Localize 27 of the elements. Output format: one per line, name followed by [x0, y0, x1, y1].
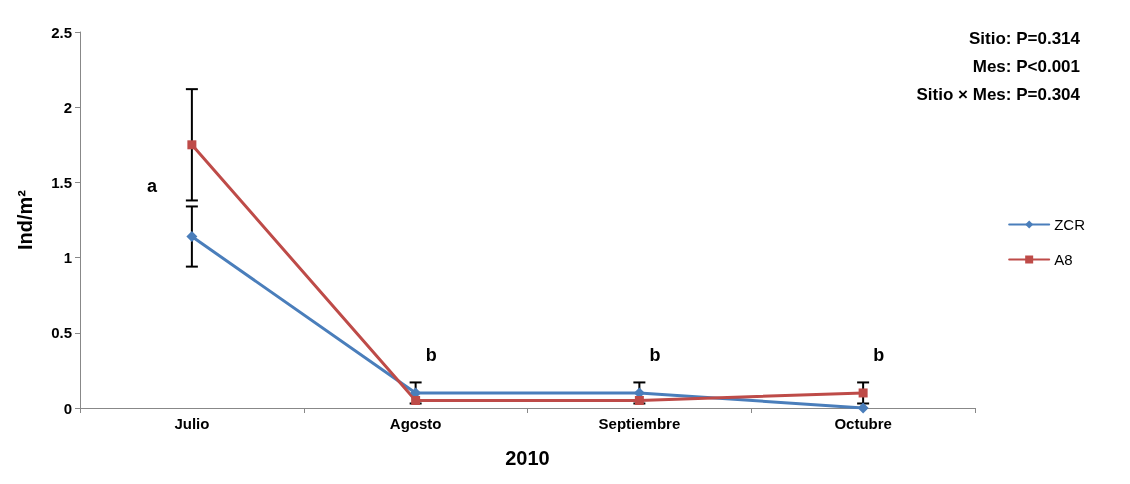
point [634, 395, 644, 405]
y-tick-label: 1 [63, 249, 72, 267]
x-axis-title: 2010 [505, 447, 550, 469]
legend-label: ZCR [1054, 216, 1086, 233]
y-tick-label: 2.5 [51, 23, 72, 41]
annotation: b [873, 345, 885, 366]
point [411, 395, 421, 405]
annotation: Sitio: P=0.314 [968, 29, 1081, 48]
point [187, 140, 197, 150]
x-tick-label: Octubre [834, 415, 892, 432]
annotation: b [649, 345, 661, 366]
legend-label: A8 [1054, 251, 1073, 268]
annotation: a [146, 175, 158, 196]
x-tick-label: Septiembre [598, 415, 681, 432]
point [857, 402, 869, 414]
x-tick-label: Agosto [389, 415, 442, 432]
y-tick-label: 1.5 [51, 173, 72, 191]
y-axis-title: Ind/m² [14, 189, 36, 250]
y-tick-label: 2 [63, 98, 72, 116]
x-tick-label: Julio [174, 415, 210, 432]
y-tick-label: 0.5 [51, 324, 72, 342]
annotation: b [425, 345, 437, 366]
annotation: Sitio × Mes: P=0.304 [916, 85, 1081, 104]
point [858, 388, 868, 398]
y-tick-label: 0 [63, 399, 72, 417]
point [186, 231, 198, 243]
annotation: Mes: P<0.001 [972, 57, 1080, 76]
